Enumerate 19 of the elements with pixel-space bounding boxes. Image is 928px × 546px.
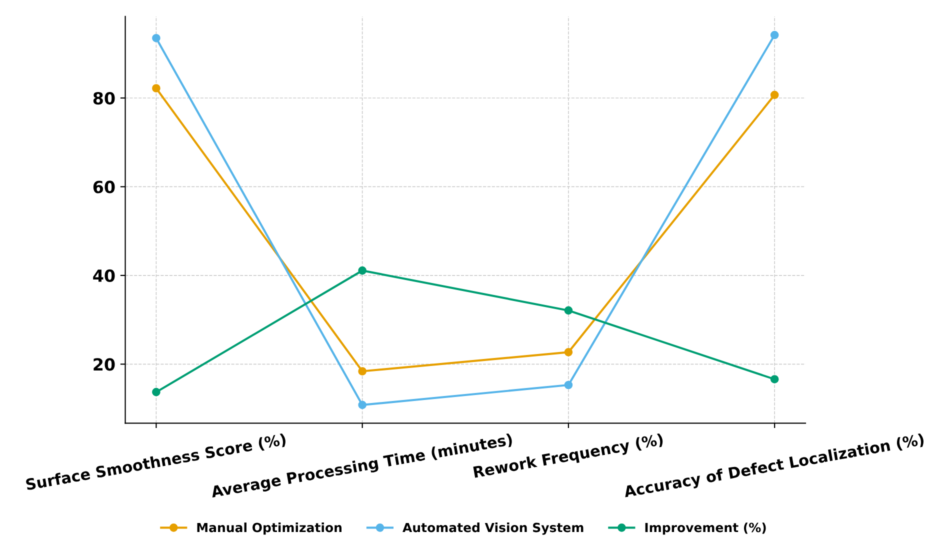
y-tick-label: 40 <box>93 269 115 282</box>
legend-label: Manual Optimization <box>197 522 342 535</box>
point <box>770 30 779 40</box>
point <box>564 306 573 315</box>
point <box>770 90 779 100</box>
point <box>564 380 573 390</box>
y-tick-label: 80 <box>93 92 115 105</box>
y-tick-label: 60 <box>93 180 115 194</box>
point <box>152 84 160 92</box>
point <box>358 400 366 410</box>
point <box>358 266 366 275</box>
point <box>152 388 160 396</box>
point <box>358 367 366 376</box>
legend-label: Improvement (%) <box>645 522 766 535</box>
point <box>564 348 573 356</box>
y-tick-label: 20 <box>94 358 115 371</box>
point <box>770 375 779 384</box>
point <box>152 34 160 42</box>
legend-label: Automated Vision System <box>402 522 584 535</box>
